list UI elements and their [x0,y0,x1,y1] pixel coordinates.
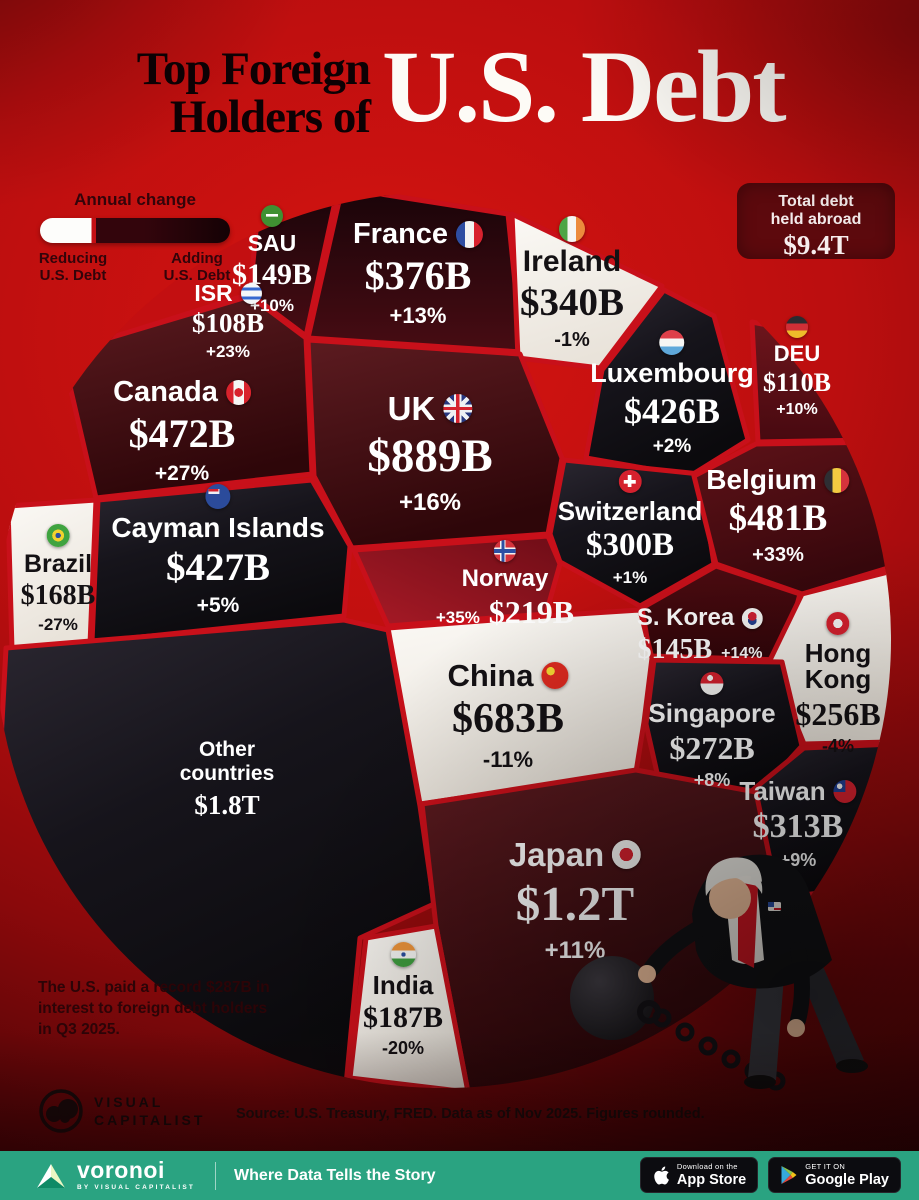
cell-label-belgium: Belgium $481B +33% [706,466,850,565]
cell-label-isr: ISR $108B +23% [191,280,265,361]
visual-capitalist-logo: VISUAL CAPITALIST [38,1088,205,1135]
voronoi-byline: BY VISUAL CAPITALIST [77,1184,196,1192]
legend-left-label: Reducing U.S. Debt [38,250,108,284]
flag-cayman-islands-icon [205,484,231,509]
legend-title: Annual change [74,190,196,209]
app-store-badge[interactable]: Download on the App Store [639,1157,759,1193]
source-text: Source: U.S. Treasury, FRED. Data as of … [236,1106,705,1122]
flag-south-korea-icon [742,607,764,629]
cell-label-china: China $683B -11% [447,660,569,771]
flag-ireland-icon [558,216,585,242]
cell-label-japan: Japan $1.2T +11% [509,838,642,963]
google-play-icon [781,1166,797,1184]
google-play-badge[interactable]: GET IT ON Google Play [768,1157,901,1193]
flag-israel-icon [240,283,262,304]
footer-divider [215,1161,217,1190]
footer-tagline: Where Data Tells the Story [234,1166,436,1184]
cell-label-uk: UK $889B +16% [367,390,493,516]
flag-switzerland-icon [618,470,642,493]
flag-india-icon [390,942,416,967]
annual-change-legend: Annual change Reducing U.S. Debt Adding … [30,190,240,284]
flag-hong-kong-icon [826,612,850,635]
flag-luxembourg-icon [659,330,685,355]
voronoi-logo-icon [37,1163,65,1188]
footer-bar: voronoi BY VISUAL CAPITALIST Where Data … [0,1151,919,1200]
cell-label-norway: Norway +35% $219B [436,540,574,628]
cell-label-canada: Canada $472B +27% [113,378,251,484]
total-debt-line2: held abroad [770,210,862,228]
flag-japan-icon [612,840,642,869]
flag-canada-icon [225,380,251,405]
cell-label-switzerland: Switzerland $300B +1% [558,470,702,586]
page-title-secondary: Top Foreign Holders of [136,43,371,143]
apple-icon [654,1166,669,1185]
cell-label-singapore: Singapore $272B +8% [648,672,776,789]
flag-germany-icon [785,316,808,338]
total-debt-line1: Total debt [778,193,854,210]
cell-label-france: France $376B +13% [353,220,484,327]
voronoi-wordmark: voronoi [77,1157,165,1184]
flag-saudi-arabia-icon [260,205,283,227]
flag-france-icon [456,221,484,248]
legend-gradient-bar [40,218,230,243]
flag-brazil-icon [46,524,70,547]
flag-norway-icon [493,540,516,562]
flag-taiwan-icon [833,779,857,803]
flag-china-icon [541,662,569,689]
cell-label-other-countries: Other countries $1.8T [179,738,275,821]
flag-singapore-icon [700,672,724,695]
cell-label-skorea: S. Korea $145B +14% [636,604,764,665]
cell-label-cayman-islands: Cayman Islands $427B +5% [111,484,325,616]
footnote: The U.S. paid a record $287B in interest… [38,979,270,1038]
flag-belgium-icon [824,467,850,493]
total-debt-box: Total debt held abroad $9.4T [737,183,895,260]
total-debt-value: $9.4T [783,229,849,260]
cell-label-hong-kong: Hong Kong $256B -4% [795,612,881,755]
visual-capitalist-logo-icon [39,1089,83,1133]
cell-label-taiwan: Taiwan $313B +9% [739,778,857,869]
cell-label-brazil: Brazil $168B -27% [21,524,95,633]
flag-uk-icon [443,394,473,423]
cell-label-india: India $187B -20% [363,942,443,1057]
page-title-main: U.S. Debt [382,30,787,144]
cell-label-deu: DEU $110B +10% [763,316,831,418]
voronoi-logo[interactable]: voronoi BY VISUAL CAPITALIST [34,1159,195,1192]
cell-label-luxembourg: Luxembourg $426B +2% [590,330,754,456]
